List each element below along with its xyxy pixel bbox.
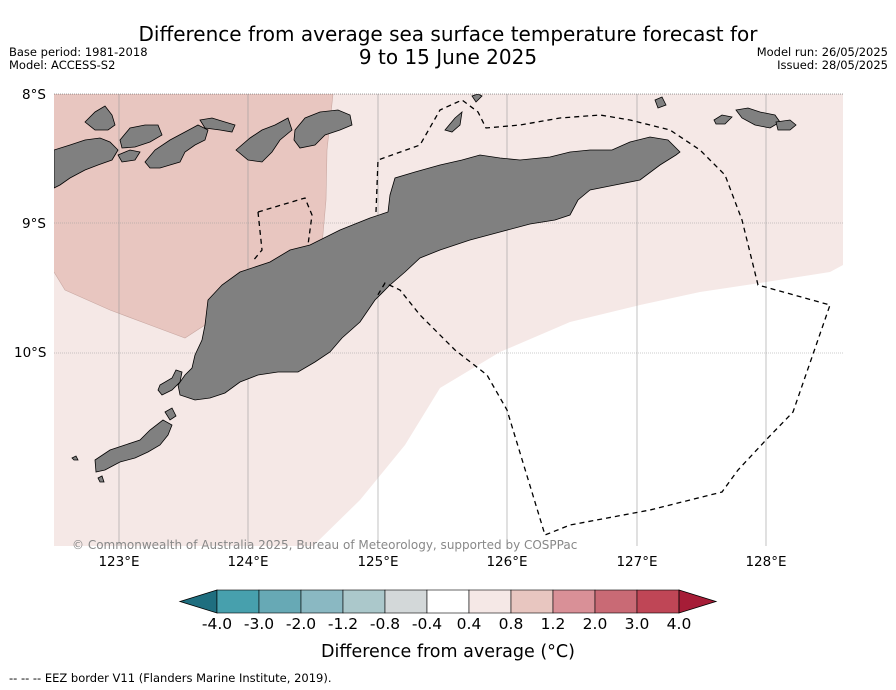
lon-label-126e: 126°E [486,554,527,570]
colorbar-tick-label: 3.0 [624,615,650,633]
colorbar-swatch [258,589,302,614]
colorbar-tick-label: 1.2 [540,615,566,633]
lembata-island [144,124,209,169]
colorbar-tick-label: 0.4 [456,615,482,633]
pantar-island [199,117,236,133]
colorbar-swatch [552,589,596,614]
colorbar-tick-label: -0.8 [369,615,401,633]
colorbar-swatch [426,589,470,614]
lat-label-10s: 10°S [14,345,47,361]
colorbar-tick-label: 4.0 [666,615,692,633]
lat-label-9s: 9°S [22,216,46,232]
colorbar-tick-label: 0.8 [498,615,524,633]
model-run: Model run: 26/05/2025 [756,45,888,59]
colorbar-tick-label: -3.0 [243,615,275,633]
colorbar-extend-low [178,589,218,614]
copyright-notice: © Commonwealth of Australia 2025, Bureau… [72,538,577,552]
chart-title-line2: 9 to 15 June 2025 [358,45,538,69]
lat-label-8s: 8°S [22,87,46,103]
colorbar-swatch [510,589,554,614]
wetar-west [235,117,293,163]
damar-island [654,96,667,109]
colorbar-extend-high [678,589,718,614]
eez-border [251,99,831,536]
eez-legend-note: -- -- -- EEZ border V11 (Flanders Marine… [9,671,332,685]
colorbar-swatch [216,589,260,614]
map-plot-area [54,94,843,546]
ndao-islet [97,475,105,483]
flores-west [54,137,119,189]
colorbar-swatch [594,589,638,614]
land [54,94,797,483]
west-islet [71,455,79,461]
alor-island [157,369,183,396]
colorbar-tick-label: -4.0 [201,615,233,633]
colorbar-swatch [300,589,344,614]
meta-right: Model run: 26/05/2025 Issued: 28/05/2025 [757,46,888,72]
lon-label-124e: 124°E [227,554,268,570]
colorbar-tick-label: -2.0 [285,615,317,633]
base-period: Base period: 1981-2018 [9,45,148,59]
atauro-island [293,109,353,149]
colorbar-swatch [636,589,680,614]
colorbar-swatch [468,589,512,614]
colorbar-title: Difference from average (°C) [321,642,575,662]
flores-east [84,105,116,131]
lakor-island [775,119,797,131]
lon-label-127e: 127°E [616,554,657,570]
meta-left: Base period: 1981-2018 Model: ACCESS-S2 [9,46,148,72]
issued-date: Issued: 28/05/2025 [777,58,888,72]
colorbar-swatch [342,589,386,614]
anomaly-field-near-zero [313,265,843,546]
small-islet-1 [471,94,483,103]
model-name: Model: ACCESS-S2 [9,58,116,72]
colorbar [178,589,718,614]
romang-island [444,110,463,133]
colorbar-tick-label: -1.2 [327,615,359,633]
colorbar-swatch [384,589,428,614]
timor-island [177,136,681,401]
colorbar-tick-label: -0.4 [411,615,443,633]
chart-title-line1: Difference from average sea surface temp… [138,22,758,46]
leti-island [713,114,733,125]
semau-island [164,407,177,421]
lon-label-123e: 123°E [98,554,139,570]
lon-label-128e: 128°E [745,554,786,570]
lon-label-125e: 125°E [357,554,398,570]
adonara-island [119,124,163,149]
rote-island [94,419,173,473]
colorbar-tick-label: 2.0 [582,615,608,633]
solor-island [117,149,141,163]
